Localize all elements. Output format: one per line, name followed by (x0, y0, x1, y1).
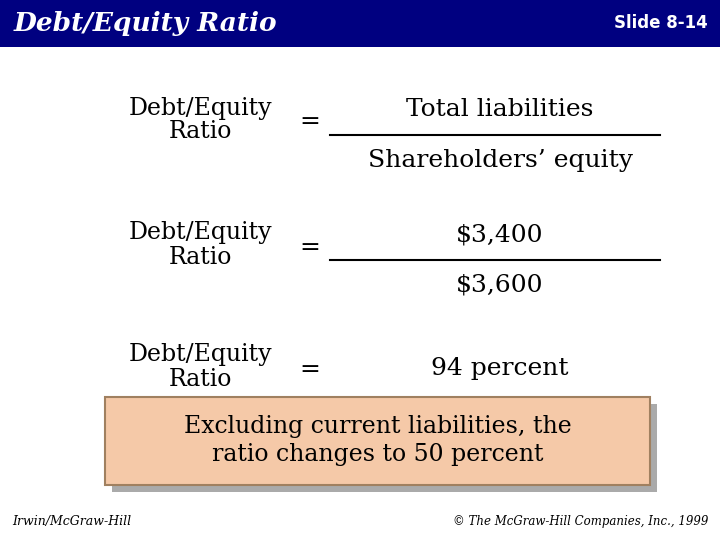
Text: =: = (300, 111, 320, 133)
Text: Ratio: Ratio (168, 368, 232, 392)
Text: $3,600: $3,600 (456, 273, 544, 296)
Text: Debt/Equity Ratio: Debt/Equity Ratio (14, 10, 278, 36)
Text: 94 percent: 94 percent (431, 357, 569, 381)
Text: ratio changes to 50 percent: ratio changes to 50 percent (212, 443, 544, 467)
Text: Slide 8-14: Slide 8-14 (614, 14, 708, 32)
Text: Irwin/McGraw-Hill: Irwin/McGraw-Hill (12, 516, 131, 529)
Text: Debt/Equity: Debt/Equity (128, 343, 272, 367)
Text: Debt/Equity: Debt/Equity (128, 221, 272, 245)
Bar (0, 0, 720, 47)
Text: Excluding current liabilities, the: Excluding current liabilities, the (184, 415, 572, 438)
Text: Ratio: Ratio (168, 120, 232, 144)
Text: =: = (300, 235, 320, 259)
Bar (105, 397, 650, 485)
Text: $3,400: $3,400 (456, 224, 544, 246)
Text: Shareholders’ equity: Shareholders’ equity (367, 148, 632, 172)
Text: © The McGraw-Hill Companies, Inc., 1999: © The McGraw-Hill Companies, Inc., 1999 (453, 516, 708, 529)
Text: Debt/Equity: Debt/Equity (128, 97, 272, 119)
Bar (112, 404, 657, 492)
Text: =: = (300, 357, 320, 381)
Text: Ratio: Ratio (168, 246, 232, 269)
Text: Total liabilities: Total liabilities (406, 98, 594, 122)
